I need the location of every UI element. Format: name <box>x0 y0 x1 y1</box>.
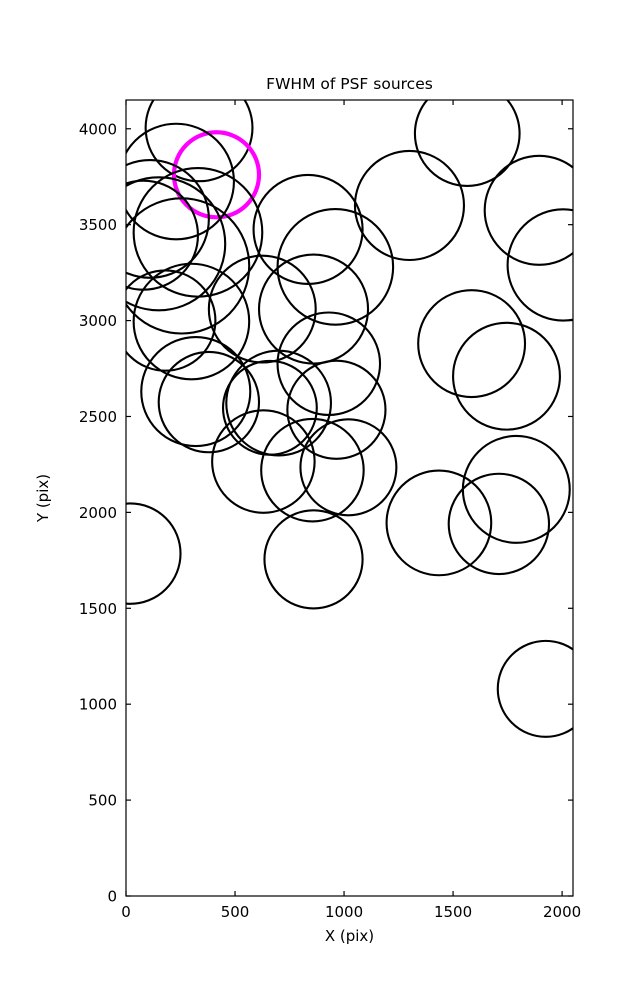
psf-source-marker <box>286 359 387 460</box>
psf-source-marker <box>452 321 561 431</box>
y-tick-label: 1500 <box>79 600 117 618</box>
y-tick-label: 2000 <box>79 504 117 522</box>
x-tick-label: 2000 <box>543 903 581 921</box>
psf-source-marker <box>252 173 364 286</box>
y-tick-label: 3000 <box>79 312 117 330</box>
psf-source-marker <box>126 502 182 605</box>
x-axis-ticks: 0 500 1000 1500 2000 <box>121 100 581 921</box>
psf-source-marker <box>126 269 217 372</box>
y-tick-label: 0 <box>107 888 117 906</box>
y-tick-label: 3500 <box>79 216 117 234</box>
axes-frame <box>125 99 574 897</box>
y-axis-ticks: 0 500 1000 1500 2000 2500 3000 3500 4000 <box>79 120 573 906</box>
y-tick-label: 1000 <box>79 696 117 714</box>
psf-source-marker <box>353 149 466 262</box>
y-tick-label: 2500 <box>79 408 117 426</box>
psf-source-marker <box>447 472 551 576</box>
psf-source-markers <box>126 100 573 738</box>
psf-source-marker <box>132 262 251 381</box>
x-axis-label: X (pix) <box>325 927 374 945</box>
psf-source-marker <box>211 409 316 514</box>
x-tick-label: 0 <box>121 903 131 921</box>
x-tick-label: 500 <box>221 903 250 921</box>
y-tick-label: 4000 <box>79 120 117 138</box>
x-tick-label: 1000 <box>325 903 363 921</box>
y-axis-label: Y (pix) <box>34 474 52 523</box>
psf-source-highlighted <box>171 130 262 220</box>
psf-source-marker <box>417 289 527 399</box>
psf-source-marker <box>126 159 210 279</box>
psf-source-marker <box>260 417 365 523</box>
psf-source-marker <box>157 350 261 454</box>
psf-source-marker <box>126 176 227 312</box>
psf-source-marker <box>413 100 521 187</box>
psf-source-marker <box>140 335 252 448</box>
psf-source-marker <box>225 349 333 457</box>
y-tick-label: 500 <box>88 792 117 810</box>
psf-source-marker <box>483 154 573 266</box>
chart-title: FWHM of PSF sources <box>266 75 433 93</box>
psf-source-marker <box>144 100 254 183</box>
psf-source-marker <box>496 639 573 738</box>
psf-source-marker <box>506 208 573 322</box>
psf-source-marker <box>126 197 251 335</box>
psf-source-marker <box>299 418 398 517</box>
psf-source-marker <box>221 359 318 456</box>
psf-source-marker <box>385 469 493 577</box>
x-tick-label: 1500 <box>434 903 472 921</box>
psf-source-marker <box>263 509 364 610</box>
psf-source-marker <box>126 122 235 241</box>
